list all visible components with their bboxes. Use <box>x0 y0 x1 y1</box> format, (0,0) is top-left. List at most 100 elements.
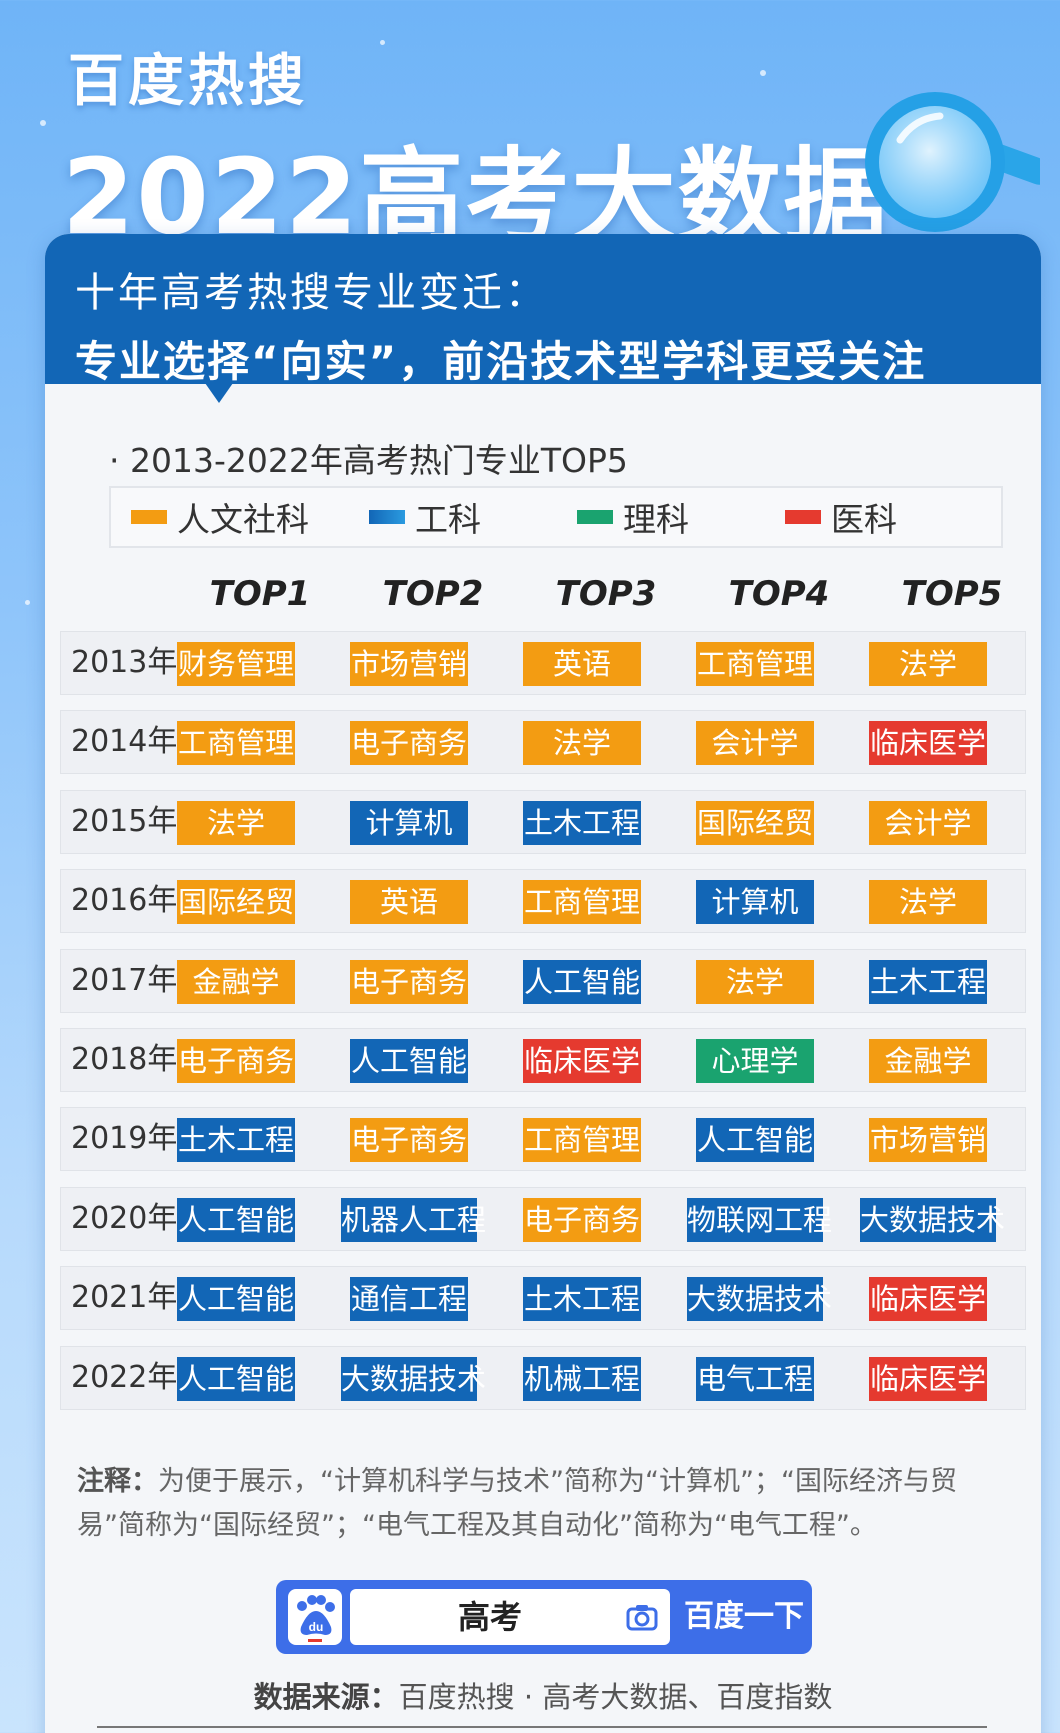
major-tag: 国际经贸 <box>696 801 814 845</box>
row-year: 2015年 <box>71 804 178 839</box>
major-tag: 人工智能 <box>523 960 641 1004</box>
major-tag: 临床医学 <box>869 1357 987 1401</box>
major-tag: 计算机 <box>696 880 814 924</box>
major-tag: 法学 <box>869 642 987 686</box>
legend-label: 医科 <box>831 500 897 539</box>
major-tag: 工商管理 <box>523 880 641 924</box>
major-tag: 电子商务 <box>350 960 468 1004</box>
table-row: 2020年 人工智能 机器人工程 电子商务 物联网工程 大数据技术 <box>60 1187 1026 1251</box>
legend-label: 人文社科 <box>177 500 309 539</box>
data-source-label: 数据来源： <box>253 1680 399 1714</box>
divider <box>97 1726 987 1728</box>
legend: 人文社科 工科 理科 医科 <box>109 486 1003 548</box>
data-source-text: 百度热搜 · 高考大数据、百度指数 <box>398 1680 833 1714</box>
major-tag: 土木工程 <box>523 801 641 845</box>
sparkle-decoration <box>380 40 385 45</box>
header-pointer <box>205 383 233 403</box>
table-row: 2022年 人工智能 大数据技术 机械工程 电气工程 临床医学 <box>60 1346 1026 1410</box>
major-tag: 法学 <box>177 801 295 845</box>
row-year: 2019年 <box>71 1121 178 1156</box>
row-year: 2017年 <box>71 963 178 998</box>
svg-text:du: du <box>309 1620 324 1634</box>
major-tag: 人工智能 <box>350 1039 468 1083</box>
major-tag: 工商管理 <box>696 642 814 686</box>
major-tag: 临床医学 <box>523 1039 641 1083</box>
table-row: 2019年 土木工程 电子商务 工商管理 人工智能 市场营销 <box>60 1107 1026 1171</box>
brand-title: 百度热搜 <box>68 49 308 114</box>
major-tag: 市场营销 <box>869 1118 987 1162</box>
major-tag: 英语 <box>523 642 641 686</box>
major-tag: 大数据技术 <box>341 1357 486 1401</box>
major-tag: 法学 <box>696 960 814 1004</box>
major-tag: 电气工程 <box>696 1357 814 1401</box>
column-header-top1: TOP1 <box>209 574 311 614</box>
table-row: 2018年 电子商务 人工智能 临床医学 心理学 金融学 <box>60 1028 1026 1092</box>
major-tag: 土木工程 <box>523 1277 641 1321</box>
headline-secondary: 专业选择“向实”，前沿技术型学科更受关注 <box>75 337 927 386</box>
major-tag: 心理学 <box>696 1039 814 1083</box>
major-tag: 通信工程 <box>350 1277 468 1321</box>
major-tag: 临床医学 <box>869 1277 987 1321</box>
footnote: 注释：为便于展示，“计算机科学与技术”简称为“计算机”；“国际经济与贸易”简称为… <box>77 1460 1017 1548</box>
legend-item-medicine: 医科 <box>785 493 897 541</box>
footnote-label: 注释： <box>77 1466 158 1497</box>
row-year: 2020年 <box>71 1201 178 1236</box>
major-tag: 电子商务 <box>177 1039 295 1083</box>
row-year: 2014年 <box>71 724 178 759</box>
legend-label: 理科 <box>623 500 689 539</box>
sparkle-decoration <box>760 70 766 76</box>
major-tag: 法学 <box>869 880 987 924</box>
table-row: 2014年 工商管理 电子商务 法学 会计学 临床医学 <box>60 710 1026 774</box>
major-tag: 物联网工程 <box>687 1198 832 1242</box>
row-year: 2021年 <box>71 1280 178 1315</box>
sparkle-decoration <box>40 120 46 126</box>
search-query: 高考 <box>457 1598 522 1636</box>
table-row: 2016年 国际经贸 英语 工商管理 计算机 法学 <box>60 869 1026 933</box>
row-year: 2018年 <box>71 1042 178 1077</box>
legend-item-engineering: 工科 <box>369 493 481 541</box>
major-tag: 机械工程 <box>523 1357 641 1401</box>
major-tag: 土木工程 <box>869 960 987 1004</box>
major-tag: 人工智能 <box>177 1277 295 1321</box>
magnifier-icon <box>865 92 1040 232</box>
sparkle-decoration <box>25 600 30 605</box>
row-year: 2022年 <box>71 1360 178 1395</box>
major-tag: 大数据技术 <box>860 1198 1005 1242</box>
search-input[interactable]: 高考 <box>350 1589 670 1645</box>
column-header-top2: TOP2 <box>382 574 484 614</box>
major-tag: 人工智能 <box>177 1357 295 1401</box>
camera-icon[interactable] <box>626 1603 658 1631</box>
legend-swatch <box>369 510 405 524</box>
baidu-paw-icon[interactable]: du <box>288 1589 342 1645</box>
major-tag: 大数据技术 <box>687 1277 832 1321</box>
card-header: 十年高考热搜专业变迁： 专业选择“向实”，前沿技术型学科更受关注 <box>45 234 1041 386</box>
major-tag: 人工智能 <box>696 1118 814 1162</box>
major-tag: 国际经贸 <box>177 880 295 924</box>
table-row: 2013年 财务管理 市场营销 英语 工商管理 法学 <box>60 631 1026 695</box>
major-tag: 会计学 <box>696 721 814 765</box>
major-tag: 电子商务 <box>350 1118 468 1162</box>
table-row: 2017年 金融学 电子商务 人工智能 法学 土木工程 <box>60 949 1026 1013</box>
row-year: 2013年 <box>71 645 178 680</box>
major-tag: 金融学 <box>869 1039 987 1083</box>
legend-swatch <box>131 510 167 524</box>
major-tag: 金融学 <box>177 960 295 1004</box>
column-header-top4: TOP4 <box>728 574 830 614</box>
major-tag: 电子商务 <box>350 721 468 765</box>
headline-primary: 十年高考热搜专业变迁： <box>75 270 548 316</box>
legend-swatch <box>785 510 821 524</box>
section-subtitle: · 2013-2022年高考热门专业TOP5 <box>109 441 628 480</box>
table-row: 2015年 法学 计算机 土木工程 国际经贸 会计学 <box>60 790 1026 854</box>
major-tag: 市场营销 <box>350 642 468 686</box>
major-tag: 财务管理 <box>177 642 295 686</box>
data-source: 数据来源：百度热搜 · 高考大数据、百度指数 <box>45 1674 1041 1716</box>
legend-item-humanities: 人文社科 <box>131 493 309 541</box>
major-tag: 英语 <box>350 880 468 924</box>
legend-item-science: 理科 <box>577 493 689 541</box>
legend-swatch <box>577 510 613 524</box>
search-button[interactable]: 百度一下 <box>684 1599 804 1634</box>
column-header-top3: TOP3 <box>555 574 657 614</box>
major-tag: 机器人工程 <box>341 1198 486 1242</box>
major-tag: 工商管理 <box>523 1118 641 1162</box>
major-tag: 土木工程 <box>177 1118 295 1162</box>
